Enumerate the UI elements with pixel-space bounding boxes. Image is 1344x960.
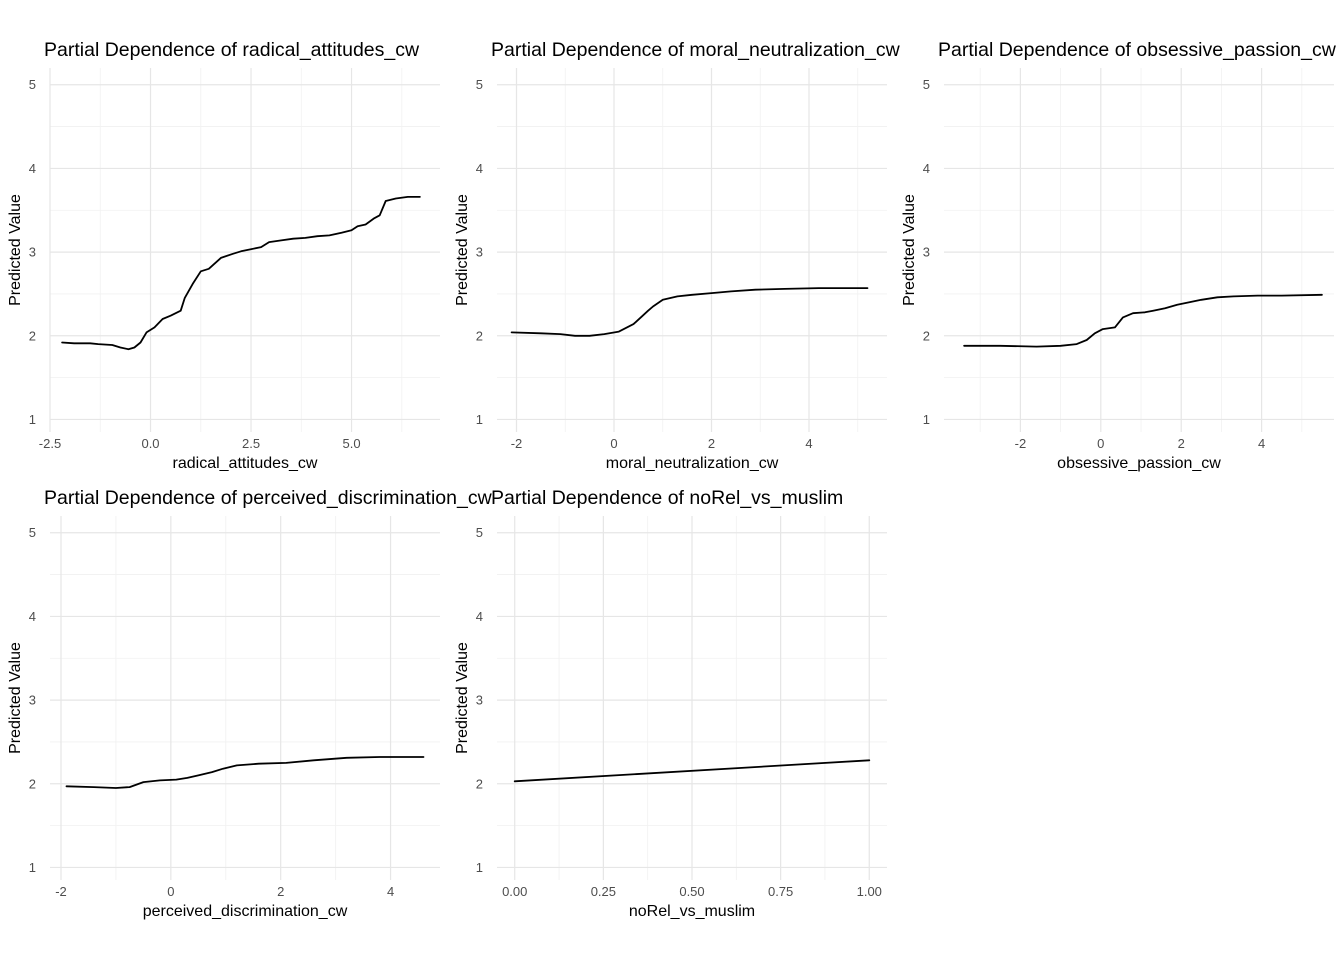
x-tick-label: 0.00	[502, 884, 527, 899]
y-axis-title: Predicted Value	[7, 642, 24, 754]
x-tick-label: -2	[55, 884, 67, 899]
y-tick-labels: 1 2 3 4 5	[29, 525, 36, 875]
x-tick-label: -2	[1015, 436, 1027, 451]
y-tick-label: 5	[29, 525, 36, 540]
y-tick-label: 3	[923, 245, 930, 260]
y-tick-label: 2	[29, 776, 36, 791]
panel-perceived-discrimination: Partial Dependence of perceived_discrimi…	[7, 487, 493, 920]
x-tick-label: 4	[1258, 436, 1265, 451]
x-tick-label: 0.50	[679, 884, 704, 899]
grid	[944, 68, 1334, 432]
y-tick-label: 1	[29, 412, 36, 427]
y-tick-label: 4	[923, 161, 930, 176]
panel-title: Partial Dependence of obsessive_passion_…	[938, 39, 1337, 61]
x-tick-label: 0	[610, 436, 617, 451]
x-tick-label: -2	[511, 436, 523, 451]
x-tick-labels: -2 0 2 4	[511, 436, 813, 451]
series-line	[513, 759, 871, 783]
y-tick-label: 4	[476, 609, 483, 624]
y-tick-label: 2	[29, 328, 36, 343]
x-tick-label: 0	[167, 884, 174, 899]
y-tick-label: 1	[29, 860, 36, 875]
grid	[497, 68, 887, 432]
y-tick-labels: 1 2 3 4 5	[476, 525, 483, 875]
y-tick-label: 2	[923, 328, 930, 343]
x-tick-label: 0.0	[141, 436, 159, 451]
x-axis-title: perceived_discrimination_cw	[143, 903, 348, 920]
y-tick-label: 5	[29, 77, 36, 92]
x-tick-label: 2.5	[242, 436, 260, 451]
x-tick-label: 0	[1097, 436, 1104, 451]
x-tick-labels: -2 0 2 4	[55, 884, 394, 899]
y-axis-title: Predicted Value	[7, 194, 24, 306]
x-tick-label: 2	[1178, 436, 1185, 451]
panel-obsessive-passion: Partial Dependence of obsessive_passion_…	[901, 39, 1337, 472]
x-axis-title: moral_neutralization_cw	[606, 455, 779, 472]
y-tick-label: 1	[923, 412, 930, 427]
panel-title: Partial Dependence of radical_attitudes_…	[44, 39, 420, 61]
y-tick-label: 3	[29, 693, 36, 708]
y-tick-label: 5	[476, 77, 483, 92]
panel-title: Partial Dependence of perceived_discrimi…	[44, 487, 493, 509]
grid	[50, 516, 440, 880]
x-tick-labels: 0.00 0.25 0.50 0.75 1.00	[502, 884, 882, 899]
panel-radical-attitudes: Partial Dependence of radical_attitudes_…	[7, 39, 440, 472]
x-tick-label: 4	[805, 436, 812, 451]
y-tick-label: 5	[923, 77, 930, 92]
y-tick-label: 4	[29, 161, 36, 176]
y-tick-labels: 1 2 3 4 5	[923, 77, 930, 427]
y-tick-label: 2	[476, 776, 483, 791]
x-axis-title: radical_attitudes_cw	[173, 455, 318, 472]
y-tick-label: 1	[476, 412, 483, 427]
series-line	[65, 756, 425, 789]
panel-title: Partial Dependence of noRel_vs_muslim	[491, 487, 843, 509]
y-tick-label: 4	[29, 609, 36, 624]
x-tick-label: -2.5	[39, 436, 61, 451]
x-tick-label: 2	[277, 884, 284, 899]
y-tick-label: 4	[476, 161, 483, 176]
series-line	[61, 196, 421, 351]
y-tick-label: 1	[476, 860, 483, 875]
y-tick-labels: 1 2 3 4 5	[29, 77, 36, 427]
panel-title: Partial Dependence of moral_neutralizati…	[491, 39, 901, 61]
y-tick-labels: 1 2 3 4 5	[476, 77, 483, 427]
y-tick-label: 3	[29, 245, 36, 260]
y-tick-label: 5	[476, 525, 483, 540]
y-tick-label: 3	[476, 245, 483, 260]
y-axis-title: Predicted Value	[454, 642, 471, 754]
grid	[49, 68, 440, 432]
x-tick-label: 1.00	[857, 884, 882, 899]
x-axis-title: obsessive_passion_cw	[1057, 455, 1221, 472]
x-tick-label: 0.75	[768, 884, 793, 899]
series-line	[963, 293, 1323, 348]
x-axis-title: noRel_vs_muslim	[629, 903, 755, 920]
series-line	[510, 287, 869, 337]
grid	[497, 516, 887, 880]
x-tick-label: 0.25	[591, 884, 616, 899]
x-tick-label: 2	[708, 436, 715, 451]
panel-moral-neutralization: Partial Dependence of moral_neutralizati…	[454, 39, 901, 472]
x-tick-labels: -2 0 2 4	[1015, 436, 1266, 451]
x-tick-labels: -2.5 0.0 2.5 5.0	[39, 436, 361, 451]
y-tick-label: 3	[476, 693, 483, 708]
y-tick-label: 2	[476, 328, 483, 343]
panel-norel-vs-muslim: Partial Dependence of noRel_vs_muslim 1 2…	[454, 487, 887, 920]
x-tick-label: 4	[387, 884, 394, 899]
y-axis-title: Predicted Value	[901, 194, 918, 306]
y-axis-title: Predicted Value	[454, 194, 471, 306]
x-tick-label: 5.0	[343, 436, 361, 451]
